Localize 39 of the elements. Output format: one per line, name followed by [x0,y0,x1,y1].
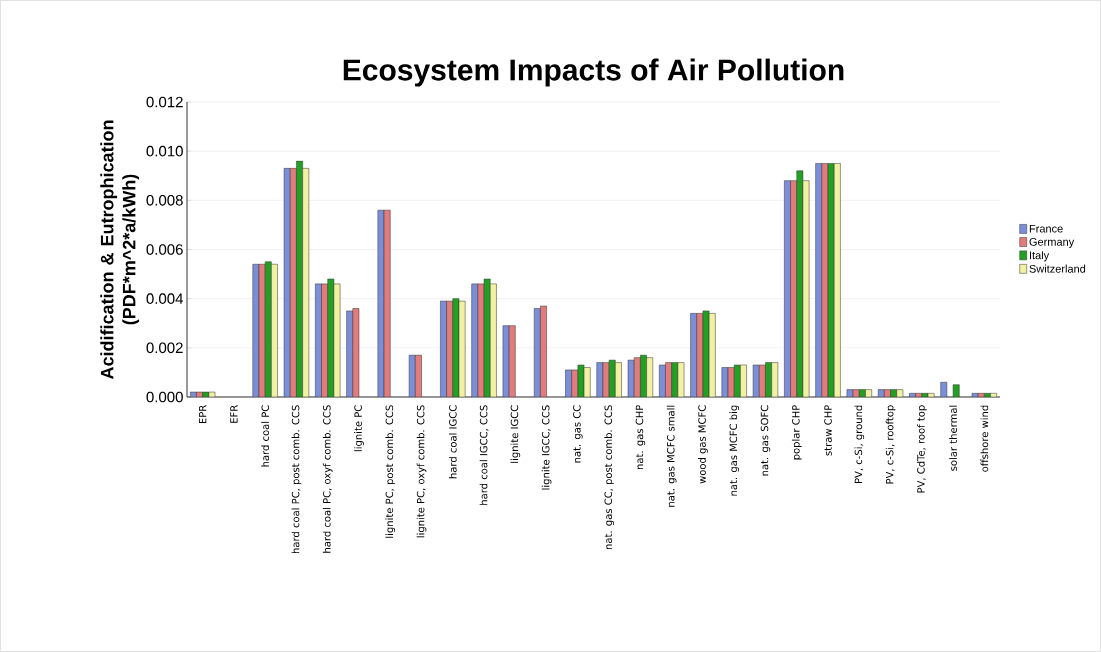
x-tick-label: wood gas MCFC [698,405,708,484]
legend-label: Switzerland [1029,264,1086,273]
x-tick-label: hard coal PC [261,405,270,467]
x-tick-label: lignite IGCC [510,405,521,463]
x-tick-label: EPR [198,405,207,424]
x-tick-label: lignite PC [354,405,364,452]
chart-title: Ecosystem Impacts of Air Pollution [343,58,844,87]
x-tick-label: hard coal PC, post comb. CCS [291,405,302,554]
y-tick-label: 0.008 [146,195,183,206]
x-tick-label: lignite PC, oxyf comb. CCS [416,405,427,538]
x-tick-label: poplar CHP [791,405,802,460]
x-tick-label: straw CHP [824,405,832,456]
y-axis-title: Acidification & Eutrophication (PDF*m^2*a/kWh) [100,120,140,380]
y-tick-label: 0.010 [146,145,183,157]
legend-label: Germany [1029,237,1075,248]
x-tick-label: nat. gas CC [573,405,583,463]
x-tick-label: solar thermal [949,405,957,471]
y-tick-label: 0.000 [146,391,183,403]
y-tick-label: 0.006 [146,244,183,255]
x-tick-label: nat. gas CHP [635,405,646,470]
x-tick-label: PV, c-Si, rooftop [885,405,896,484]
x-tick-label: lignite IGCC, CCS [541,405,552,490]
x-tick-label: lignite PC, post comb. CCS [385,405,396,538]
x-tick-label: offshore wind [980,405,989,472]
x-tick-label: hard coal IGCC, CCS [479,405,489,505]
x-tick-label: nat. gas MCFC small [666,405,677,507]
x-tick-label: nat. gas SOFC [760,405,771,476]
x-tick-label: nat. gas CC, post comb. CCS [604,405,614,550]
x-tick-label: hard coal PC, oxyf comb. CCS [322,405,333,553]
legend-label: Italy [1029,251,1050,262]
x-tick-label: nat. gas MCFC big [729,405,740,496]
y-tick-label: 0.002 [146,342,183,354]
x-tick-label: hard coal IGCC [448,405,457,479]
x-tick-label: PV, CdTe, roof top [916,405,927,493]
legend-label: France [1029,224,1063,233]
x-tick-label: EFR [230,405,238,423]
x-tick-label: PV, c-Si, ground [854,405,865,483]
y-tick-label: 0.004 [146,293,184,304]
y-tick-label: 0.012 [146,96,183,108]
